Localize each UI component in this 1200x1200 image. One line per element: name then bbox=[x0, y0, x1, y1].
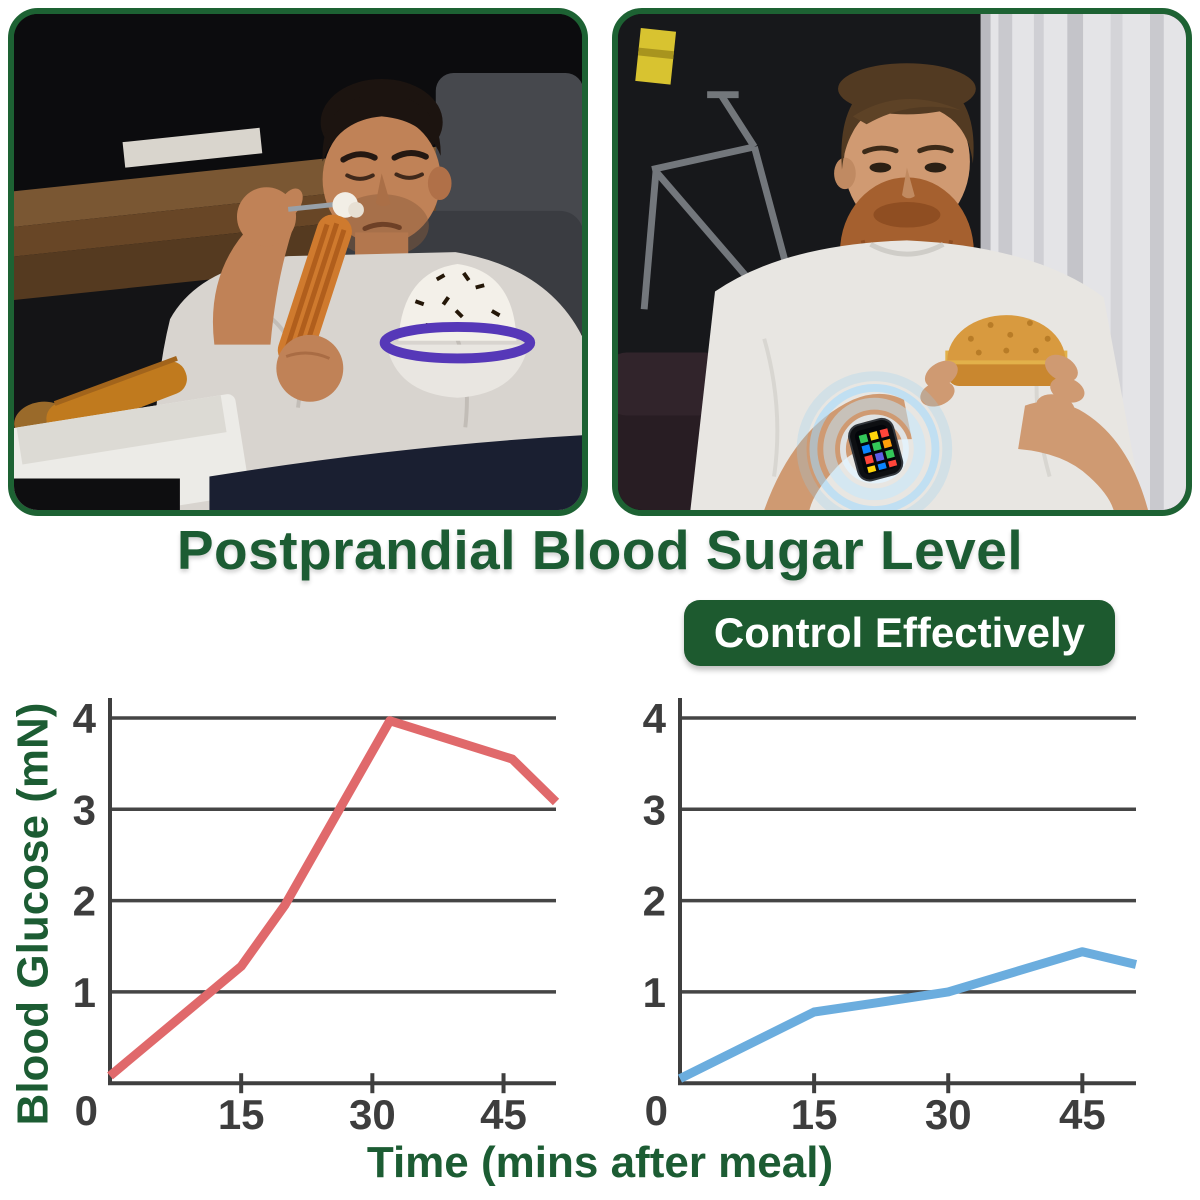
svg-text:30: 30 bbox=[925, 1091, 972, 1138]
glowing-smartwatch bbox=[796, 371, 953, 510]
chart-uncontrolled-glucose: 0 1 2 3 4 15 30 45 bbox=[73, 695, 560, 1138]
photo-right-illustration bbox=[618, 14, 1186, 510]
svg-text:3: 3 bbox=[643, 786, 666, 833]
downcast-eyes bbox=[869, 162, 892, 173]
hand-holding-churro bbox=[276, 334, 344, 402]
x-axis-title: Time (mins after meal) bbox=[366, 1138, 834, 1187]
photo-overeating-dessert bbox=[8, 8, 588, 516]
raised-arm bbox=[212, 217, 295, 345]
mustache bbox=[873, 201, 941, 228]
badge-row: Control Effectively bbox=[0, 600, 1200, 666]
svg-text:4: 4 bbox=[643, 695, 667, 742]
y-axis-title: Blood Glucose (mN) bbox=[8, 702, 57, 1126]
hands-gripping-burger bbox=[920, 354, 1085, 422]
burger bbox=[945, 315, 1068, 386]
svg-text:15: 15 bbox=[218, 1091, 265, 1138]
chart-controlled-glucose: 0 1 2 3 4 15 30 45 bbox=[643, 695, 1138, 1138]
svg-text:2: 2 bbox=[643, 878, 666, 925]
svg-text:45: 45 bbox=[480, 1091, 527, 1138]
svg-text:2: 2 bbox=[73, 878, 96, 925]
svg-text:0: 0 bbox=[75, 1087, 98, 1134]
cream-cake-bowl bbox=[379, 263, 536, 398]
photo-left-illustration bbox=[14, 14, 582, 510]
svg-text:1: 1 bbox=[73, 969, 96, 1016]
photos-row bbox=[8, 8, 1192, 516]
svg-text:15: 15 bbox=[791, 1091, 838, 1138]
page-title: Postprandial Blood Sugar Level bbox=[176, 519, 1024, 581]
right-forearm bbox=[1018, 401, 1149, 510]
dark-pants bbox=[209, 435, 582, 510]
photo-smartwatch-burger bbox=[612, 8, 1192, 516]
svg-text:45: 45 bbox=[1059, 1091, 1106, 1138]
man-eating-dessert bbox=[14, 78, 582, 510]
bearded-man bbox=[690, 63, 1149, 510]
control-effectively-badge: Control Effectively bbox=[683, 600, 1115, 666]
svg-text:1: 1 bbox=[643, 969, 666, 1016]
svg-text:30: 30 bbox=[349, 1091, 396, 1138]
closed-eyes bbox=[345, 173, 375, 181]
fork bbox=[287, 201, 342, 212]
svg-text:3: 3 bbox=[73, 786, 96, 833]
svg-text:0: 0 bbox=[645, 1087, 668, 1134]
yellow-object bbox=[635, 28, 677, 85]
smartwatch-body bbox=[848, 417, 904, 482]
purple-bowl-rim bbox=[379, 322, 536, 364]
svg-text:4: 4 bbox=[73, 695, 97, 742]
